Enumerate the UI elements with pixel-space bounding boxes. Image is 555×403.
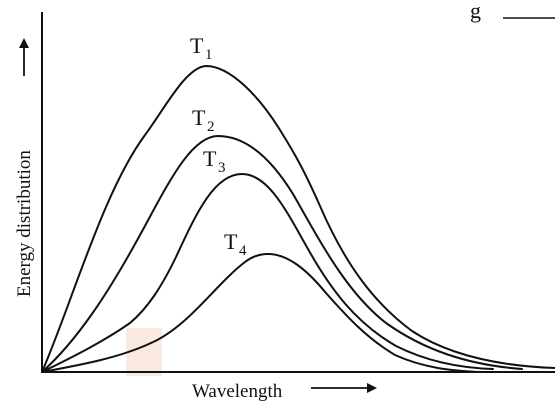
curve-t4 [41, 253, 481, 373]
x-axis-arrow-icon [311, 383, 377, 393]
svg-text:T: T [203, 146, 217, 171]
svg-text:T: T [190, 33, 204, 58]
curve-t1 [41, 65, 555, 373]
y-axis-label: Energy distribution [14, 150, 35, 297]
curve-label-t3: T 3 [203, 146, 226, 176]
svg-text:T: T [192, 105, 206, 130]
watermark-block [126, 328, 162, 376]
svg-text:2: 2 [207, 119, 215, 135]
svg-text:4: 4 [239, 243, 247, 259]
svg-text:1: 1 [205, 47, 213, 63]
curve-label-t2: T 2 [192, 105, 215, 135]
curve-t2 [41, 135, 523, 373]
svg-text:3: 3 [218, 160, 226, 176]
curve-t3 [41, 173, 494, 373]
top-right-caption-fragment: g [470, 0, 481, 23]
svg-text:T: T [224, 229, 238, 254]
curve-label-t4: T 4 [224, 229, 247, 259]
curve-label-t1: T 1 [190, 33, 213, 63]
x-axis-label: Wavelength [192, 381, 283, 402]
y-axis-arrow-icon [19, 38, 29, 76]
